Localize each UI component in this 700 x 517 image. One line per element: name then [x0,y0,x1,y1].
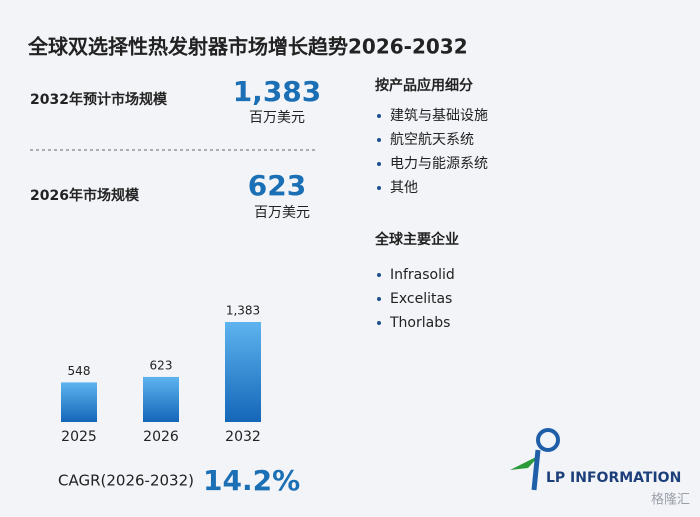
list-item: 航空航天系统 [390,132,474,148]
stat-label: 2032年预计市场规模 [30,91,168,108]
companies-heading: 全球主要企业 [374,231,459,248]
stat-value: 1,383 [233,75,322,108]
stat-unit: 百万美元 [249,110,305,126]
stat-unit: 百万美元 [254,205,310,221]
segments-heading: 按产品应用细分 [375,77,473,94]
bar [225,322,261,422]
stat-label: 2026年市场规模 [30,187,140,204]
title: 全球双选择性热发射器市场增长趋势2026-2032 [27,35,468,59]
bullet [377,162,381,166]
logo-icon [536,428,560,452]
logo-icon [510,455,540,470]
x-tick-label: 2026 [143,429,179,445]
bar [143,376,179,422]
value-label: 1,383 [226,304,260,318]
value-label: 623 [150,358,173,372]
list-item: 其他 [390,180,418,196]
x-tick-label: 2032 [225,429,261,445]
stat-value: 623 [248,169,306,202]
x-tick-label: 2025 [61,429,97,445]
list-item: Infrasolid [390,267,455,283]
list-item: Thorlabs [389,315,450,331]
bullet [377,321,381,325]
bullet [377,138,381,142]
bullet [377,186,381,190]
logo: LP INFORMATION [510,428,681,491]
list-item: Excelitas [390,291,452,307]
list-item: 电力与能源系统 [390,156,488,172]
logo-text: LP INFORMATION [546,470,681,486]
bullet [377,297,381,301]
bullet [377,114,381,118]
value-label: 548 [68,364,91,378]
cagr-value: 14.2% [203,464,300,497]
bar [61,382,97,422]
bullet [377,273,381,277]
source-mark: 格隆汇 [651,492,690,508]
cagr-label: CAGR(2026-2032) [58,472,194,490]
logo-icon [531,449,541,491]
list-item: 建筑与基础设施 [390,107,488,124]
